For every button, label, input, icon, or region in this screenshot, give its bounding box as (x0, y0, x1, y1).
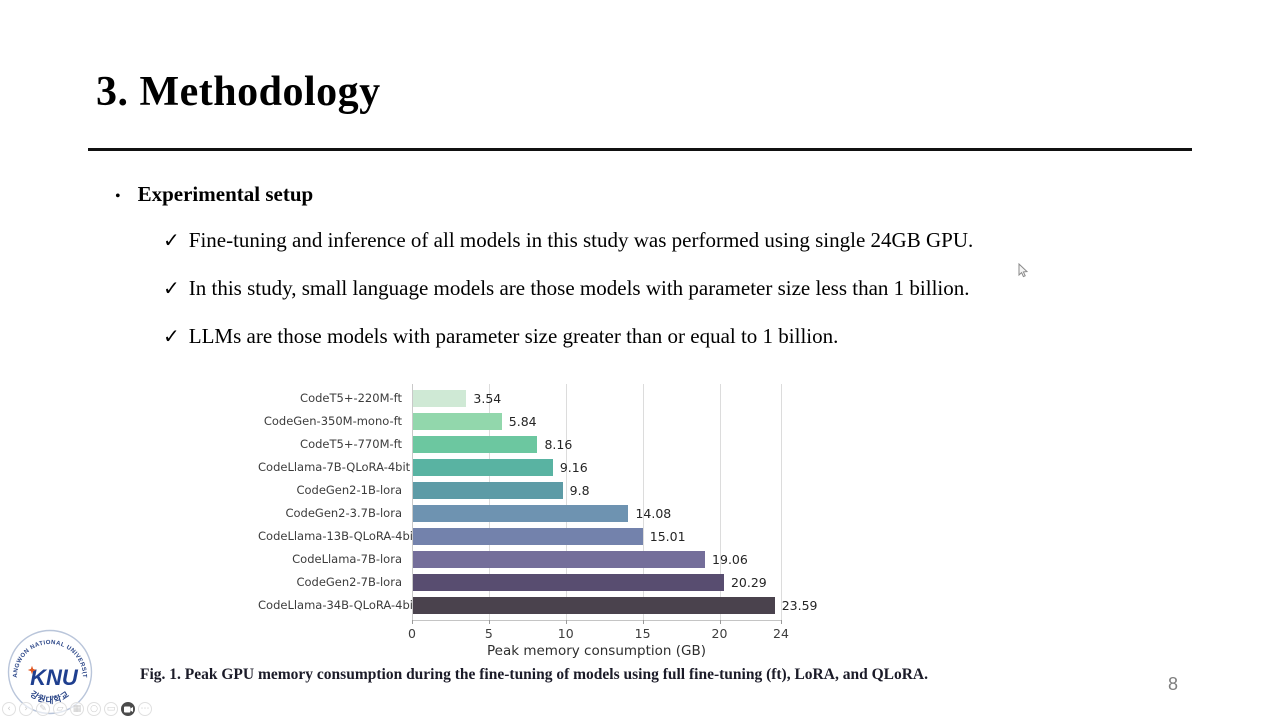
bar (413, 482, 563, 499)
mouse-cursor (1018, 263, 1029, 278)
check-item-text: Fine-tuning and inference of all models … (188, 228, 974, 252)
zoom-tool-button[interactable]: ○ (87, 702, 101, 716)
bar-value-label: 9.8 (569, 483, 590, 498)
chart-gridline (719, 384, 721, 620)
chart-gridline (412, 384, 413, 620)
x-axis-tick (412, 620, 413, 624)
pen-tool-button[interactable]: ✎ (36, 702, 50, 716)
chart-gridline (781, 384, 782, 620)
experimental-setup-label: Experimental setup (137, 182, 314, 206)
bar-category-label: CodeGen2-1B-lora (296, 483, 402, 497)
bar-value-label: 5.84 (508, 414, 537, 429)
page-number: 8 (1168, 674, 1179, 694)
x-axis-line (412, 620, 781, 621)
chart-gridline (642, 384, 644, 620)
bar-value-label: 9.16 (559, 460, 588, 475)
x-axis-tick-label: 5 (484, 626, 493, 641)
x-axis-tick (781, 620, 782, 624)
logo-accent-star (27, 665, 37, 675)
player-controls-bar: ‹ › ✎ ▱ ▦ ○ ▭ ⋯ (2, 702, 152, 716)
bar-value-label: 15.01 (649, 529, 686, 544)
bar (413, 436, 538, 453)
check-item: ✓ In this study, small language models a… (163, 276, 1063, 301)
camera-icon (123, 706, 133, 712)
check-item-text: LLMs are those models with parameter siz… (188, 324, 839, 348)
x-axis-tick-label: 20 (711, 626, 728, 641)
x-axis-tick (488, 620, 490, 624)
checkmark-icon: ✓ (163, 228, 180, 252)
camera-toggle-button[interactable] (121, 702, 135, 716)
bar-category-label: CodeT5+-220M-ft (300, 391, 402, 405)
bar-value-label: 23.59 (781, 598, 818, 613)
bar-category-label: CodeT5+-770M-ft (300, 437, 402, 451)
bar-category-label: CodeGen2-7B-lora (296, 575, 402, 589)
check-item: ✓ Fine-tuning and inference of all model… (163, 228, 1063, 253)
logo-left-dot: · (15, 670, 17, 678)
x-axis-tick-label: 10 (557, 626, 574, 641)
bar (413, 459, 553, 476)
bar-category-label: CodeLlama-34B-QLoRA-4bit (258, 598, 418, 612)
captions-button[interactable]: ▭ (104, 702, 118, 716)
logo-right-dot: · (81, 670, 83, 678)
bar-value-label: 19.06 (712, 552, 748, 567)
bar (413, 597, 775, 614)
chart-gridline (565, 384, 567, 620)
bar-category-label: CodeGen2-3.7B-lora (285, 506, 402, 520)
check-item: ✓ LLMs are those models with parameter s… (163, 324, 1063, 349)
knu-university-logo: KANGWON NATIONAL UNIVERSITY 강원대학교 · · KN… (7, 629, 93, 715)
x-axis-tick (642, 620, 644, 624)
more-options-button[interactable]: ⋯ (138, 702, 152, 716)
bar (413, 551, 706, 568)
bullet-dot: • (115, 188, 121, 205)
bar (413, 413, 502, 430)
experimental-setup-heading: • Experimental setup (115, 182, 313, 207)
x-axis-tick-label: 15 (634, 626, 651, 641)
x-axis-tick (719, 620, 721, 624)
bar-category-label: CodeLlama-7B-lora (292, 552, 402, 566)
check-item-text: In this study, small language models are… (188, 276, 970, 300)
checkmark-icon: ✓ (163, 276, 180, 300)
x-axis-title: Peak memory consumption (GB) (487, 643, 706, 659)
checkmark-icon: ✓ (163, 324, 180, 348)
bar (413, 505, 629, 522)
title-underline (88, 148, 1192, 151)
logo-bottom-arc-text: 강원대학교 (29, 689, 71, 705)
x-axis-tick-label: 24 (773, 626, 789, 641)
slide-title: 3. Methodology (96, 69, 381, 115)
bar-category-label: CodeLlama-13B-QLoRA-4bit (258, 529, 418, 543)
next-slide-button[interactable]: › (19, 702, 33, 716)
x-axis-tick-label: 0 (408, 626, 416, 641)
chart-gridline (488, 384, 490, 620)
bar (413, 528, 643, 545)
bar (413, 390, 467, 407)
all-slides-button[interactable]: ▦ (70, 702, 84, 716)
highlighter-tool-button[interactable]: ▱ (53, 702, 67, 716)
bar-value-label: 3.54 (473, 391, 502, 406)
bar-category-label: CodeGen-350M-mono-ft (263, 414, 402, 428)
bar-value-label: 20.29 (730, 575, 767, 590)
figure-caption: Fig. 1. Peak GPU memory consumption duri… (140, 666, 928, 683)
svg-text:강원대학교: 강원대학교 (29, 689, 72, 705)
bar-value-label: 8.16 (544, 437, 573, 452)
bar-category-label: CodeLlama-7B-QLoRA-4bit (258, 460, 411, 474)
x-axis-tick (565, 620, 567, 624)
gpu-memory-bar-chart: CodeT5+-220M-ft 3.54 CodeGen-350M-mono-ft 5… (258, 384, 818, 674)
check-list: ✓ Fine-tuning and inference of all model… (163, 228, 1063, 372)
logo-knu-text: KNU (30, 665, 79, 690)
prev-slide-button[interactable]: ‹ (2, 702, 16, 716)
bar-value-label: 14.08 (635, 506, 672, 521)
bar (413, 574, 724, 591)
